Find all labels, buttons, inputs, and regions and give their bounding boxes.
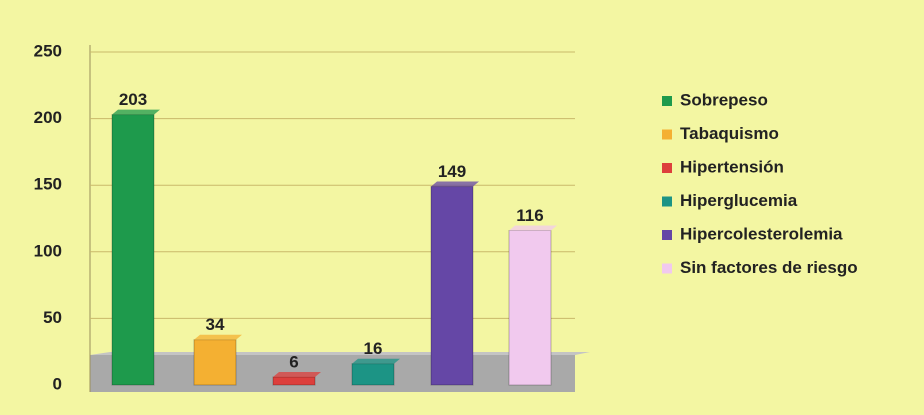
bar — [352, 364, 394, 385]
y-tick-label: 0 — [53, 374, 62, 393]
legend-label: Sobrepeso — [680, 90, 768, 109]
bar — [112, 115, 154, 385]
legend-swatch — [662, 96, 672, 106]
chart: 0 50 100 150 200 250 203 Sobrepeso 34 Tabaquismo 6… — [0, 0, 924, 415]
legend-swatch — [662, 264, 672, 274]
floor — [90, 355, 575, 392]
legend-label: Hipercolesterolemia — [680, 224, 843, 243]
data-label: 203 — [119, 90, 147, 109]
y-tick-label: 100 — [34, 241, 62, 260]
bar-top — [112, 110, 160, 115]
y-tick-label: 200 — [34, 108, 62, 127]
y-tick-label: 50 — [43, 308, 62, 327]
bar — [194, 340, 236, 385]
data-label: 16 — [364, 339, 383, 358]
legend-swatch — [662, 230, 672, 240]
bar — [509, 230, 551, 385]
y-tick-label: 250 — [34, 41, 62, 60]
data-label: 116 — [516, 206, 543, 225]
legend-label: Sin factores de riesgo — [680, 258, 858, 277]
legend-swatch — [662, 130, 672, 140]
bar — [431, 187, 473, 385]
bar — [273, 377, 315, 385]
legend-label: Hiperglucemia — [680, 191, 798, 210]
legend-label: Tabaquismo — [680, 124, 779, 143]
data-label: 6 — [289, 352, 298, 371]
bar-top — [273, 372, 321, 377]
legend-swatch — [662, 197, 672, 207]
legend-swatch — [662, 163, 672, 173]
bar-top — [352, 359, 400, 364]
y-tick-label: 150 — [34, 175, 62, 194]
bar-top — [509, 225, 557, 230]
bar-top — [431, 182, 479, 187]
bar-top — [194, 335, 242, 340]
legend-label: Hipertensión — [680, 157, 784, 176]
data-label: 149 — [438, 162, 466, 181]
data-label: 34 — [206, 315, 225, 334]
